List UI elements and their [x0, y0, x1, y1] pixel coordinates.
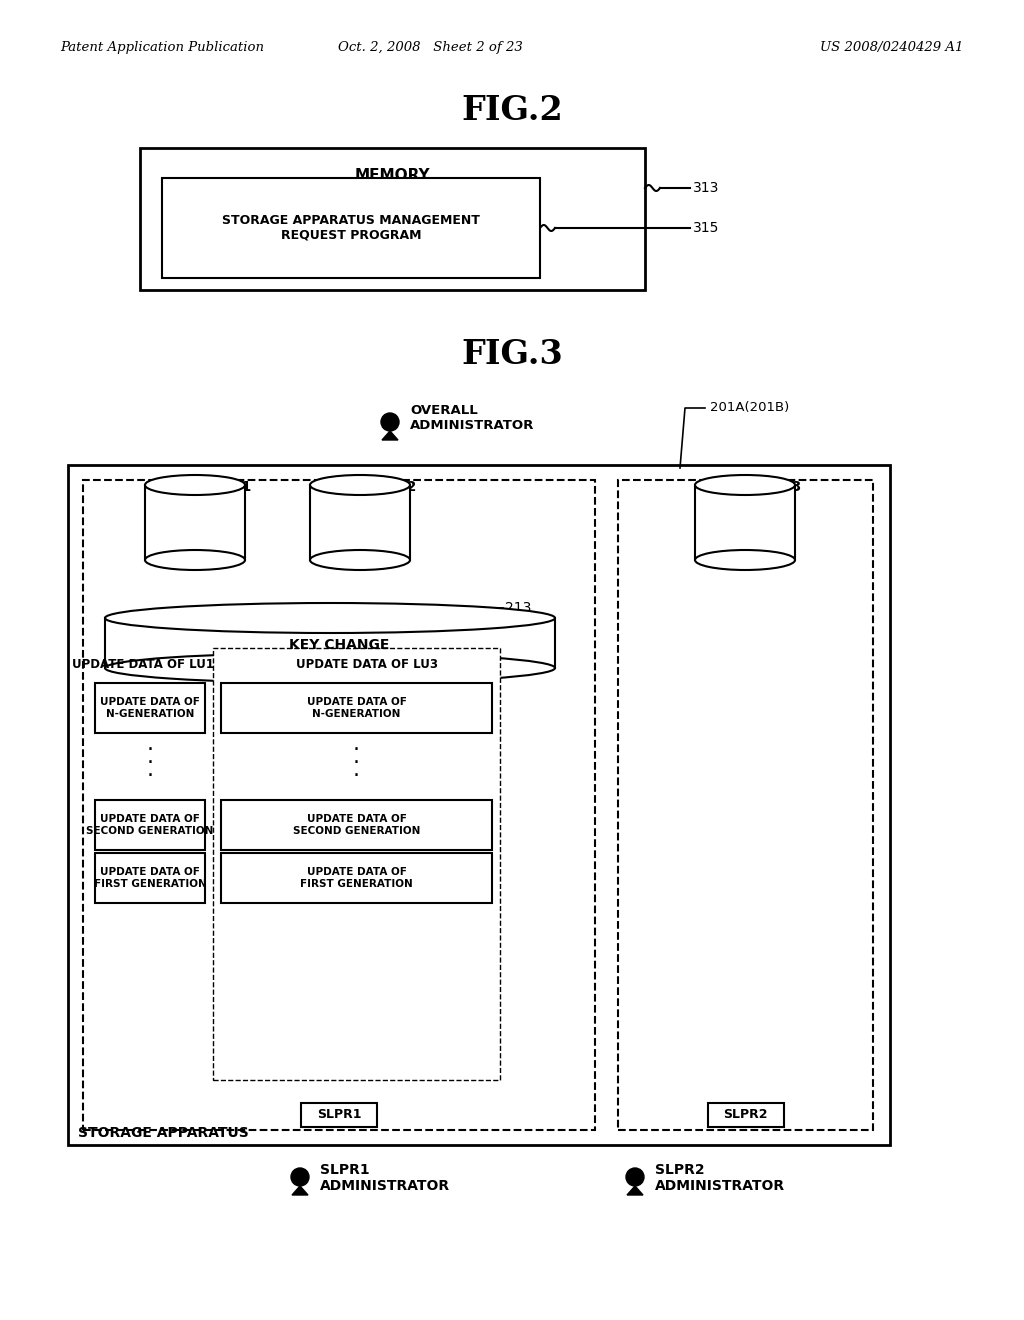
- Bar: [95, 853, 205, 903]
- Text: 315: 315: [693, 220, 720, 235]
- Text: ·: ·: [353, 752, 360, 774]
- Text: LU2: LU2: [388, 480, 418, 494]
- Text: ·: ·: [146, 766, 154, 785]
- Text: ·: ·: [146, 741, 154, 760]
- Text: ·: ·: [353, 741, 360, 760]
- Circle shape: [626, 1168, 644, 1185]
- Bar: [301, 1104, 377, 1127]
- Bar: [695, 484, 795, 560]
- Text: UPDATE DATA OF
FIRST GENERATION: UPDATE DATA OF FIRST GENERATION: [93, 867, 207, 888]
- Text: STORAGE APPARATUS MANAGEMENT
REQUEST PROGRAM: STORAGE APPARATUS MANAGEMENT REQUEST PRO…: [222, 214, 480, 242]
- Bar: [95, 682, 205, 733]
- Text: STORAGE APPARATUS: STORAGE APPARATUS: [78, 1126, 249, 1140]
- Ellipse shape: [145, 475, 245, 495]
- Text: OVERALL
ADMINISTRATOR: OVERALL ADMINISTRATOR: [410, 404, 535, 432]
- Bar: [221, 682, 492, 733]
- Text: FIG.2: FIG.2: [461, 94, 563, 127]
- Bar: [145, 484, 245, 560]
- Polygon shape: [627, 1185, 643, 1195]
- Bar: [68, 465, 890, 1144]
- Ellipse shape: [310, 475, 410, 495]
- Text: UPDATE DATA OF
N-GENERATION: UPDATE DATA OF N-GENERATION: [100, 697, 200, 719]
- Ellipse shape: [145, 550, 245, 570]
- Ellipse shape: [105, 653, 555, 682]
- Bar: [95, 800, 205, 850]
- Bar: [708, 1104, 783, 1127]
- Text: UPDATE DATA OF
SECOND GENERATION: UPDATE DATA OF SECOND GENERATION: [86, 814, 214, 836]
- Text: ·: ·: [146, 752, 154, 774]
- Text: KEY CHANGE: KEY CHANGE: [289, 638, 389, 652]
- Bar: [221, 853, 492, 903]
- Circle shape: [291, 1168, 309, 1185]
- Bar: [221, 800, 492, 850]
- Text: LU1: LU1: [223, 480, 252, 494]
- Text: Oct. 2, 2008   Sheet 2 of 23: Oct. 2, 2008 Sheet 2 of 23: [338, 41, 522, 54]
- Text: SLPR2: SLPR2: [723, 1109, 768, 1122]
- Ellipse shape: [310, 550, 410, 570]
- Bar: [83, 480, 595, 1130]
- Text: SLPR2
ADMINISTRATOR: SLPR2 ADMINISTRATOR: [655, 1163, 785, 1193]
- Bar: [162, 178, 540, 279]
- Text: SLPR1
ADMINISTRATOR: SLPR1 ADMINISTRATOR: [319, 1163, 451, 1193]
- Bar: [105, 618, 555, 668]
- Text: 201A(201B): 201A(201B): [710, 401, 790, 414]
- Circle shape: [381, 413, 399, 432]
- Bar: [140, 148, 645, 290]
- Polygon shape: [292, 1185, 308, 1195]
- Text: LU3: LU3: [773, 480, 802, 494]
- Bar: [618, 480, 873, 1130]
- Text: FIG.3: FIG.3: [461, 338, 563, 371]
- Text: Patent Application Publication: Patent Application Publication: [60, 41, 264, 54]
- Text: 213: 213: [505, 601, 531, 615]
- Polygon shape: [382, 432, 398, 440]
- Text: UPDATE DATA OF
FIRST GENERATION: UPDATE DATA OF FIRST GENERATION: [300, 867, 413, 888]
- Text: 313: 313: [693, 181, 720, 195]
- Ellipse shape: [695, 550, 795, 570]
- Text: UPDATE DATA OF
SECOND GENERATION: UPDATE DATA OF SECOND GENERATION: [293, 814, 420, 836]
- Text: UPDATE DATA OF LU1: UPDATE DATA OF LU1: [72, 659, 214, 672]
- Ellipse shape: [105, 603, 555, 634]
- Text: US 2008/0240429 A1: US 2008/0240429 A1: [820, 41, 964, 54]
- Bar: [213, 648, 500, 1080]
- Text: SLPR1: SLPR1: [316, 1109, 361, 1122]
- Text: MEMORY: MEMORY: [354, 169, 430, 183]
- Ellipse shape: [695, 475, 795, 495]
- Text: UPDATE DATA OF
N-GENERATION: UPDATE DATA OF N-GENERATION: [306, 697, 407, 719]
- Text: UPDATE DATA OF LU3: UPDATE DATA OF LU3: [296, 659, 437, 672]
- Bar: [310, 484, 410, 560]
- Text: ·: ·: [353, 766, 360, 785]
